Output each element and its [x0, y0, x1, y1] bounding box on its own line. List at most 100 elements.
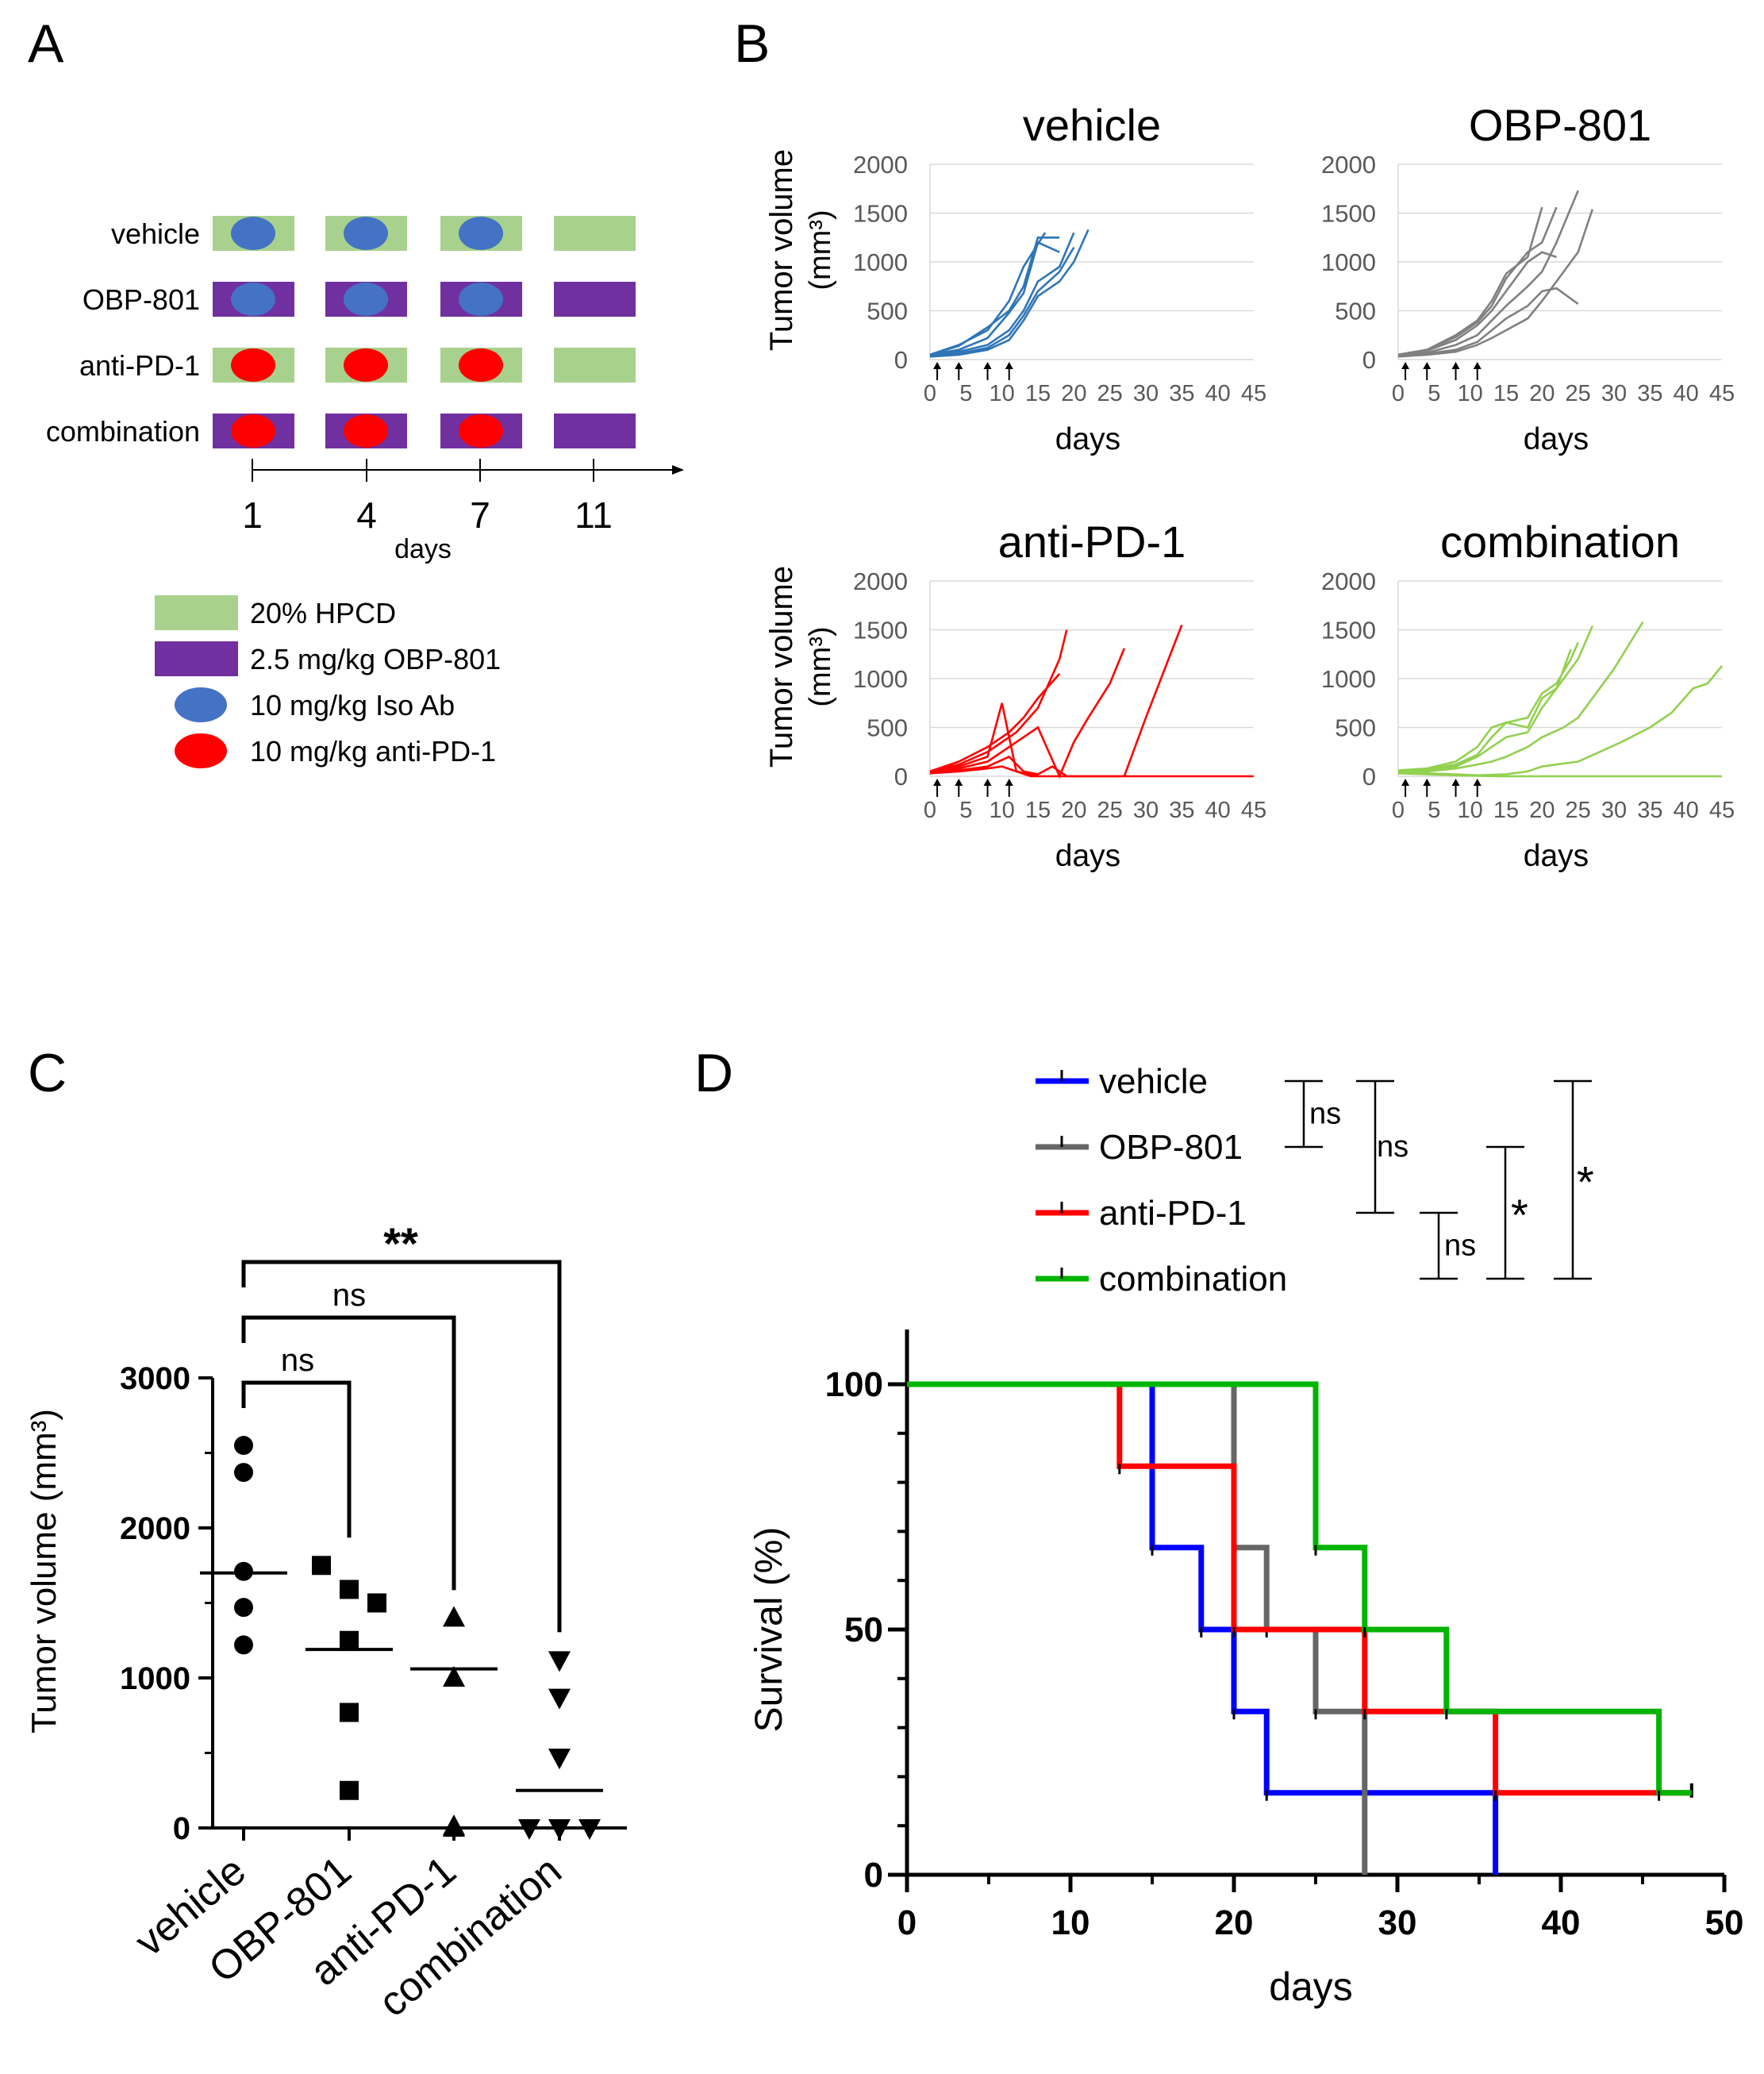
x-tick-label: 20 [1061, 381, 1086, 406]
x-tick-label: 15 [1493, 798, 1519, 823]
x-tick-label: 0 [924, 798, 936, 823]
schedule-x-axis-title: days [394, 534, 452, 564]
x-tick-label: 20 [1215, 1903, 1254, 1942]
dosing-arrow-head [933, 779, 942, 786]
legend-label: OBP-801 [1099, 1128, 1243, 1167]
x-axis-title: days [1269, 1964, 1353, 2009]
panel-label-a: A [28, 13, 64, 74]
dosing-arrow-head [1401, 362, 1410, 369]
y-axis-unit: (mm³) [804, 210, 837, 290]
legend-label: 10 mg/kg anti-PD-1 [250, 735, 496, 768]
x-tick-label: 45 [1709, 381, 1735, 406]
x-tick-label: 0 [897, 1903, 917, 1942]
x-tick-label: 20 [1529, 798, 1555, 823]
x-tick-label: 30 [1133, 381, 1159, 406]
x-tick-label: 0 [1392, 381, 1405, 406]
data-point-vehicle [234, 1635, 253, 1655]
x-tick-label: 40 [1674, 798, 1699, 823]
y-tick-label: 0 [894, 346, 908, 374]
x-tick-label: 35 [1169, 798, 1194, 823]
panel-a-schedule: vehicle OBP-801 anti-PD-1 combination 1 4 7 11 d… [46, 216, 684, 768]
dosing-arrow-head [983, 362, 992, 369]
y-tick-label: 3000 [120, 1361, 190, 1396]
x-tick-label: 10 [1051, 1903, 1090, 1942]
schedule-dose-obp-801-day-1 [231, 283, 275, 316]
schedule-dose-anti-pd-1-day-7 [459, 348, 503, 382]
x-tick-label: 0 [1392, 798, 1405, 823]
schedule-bar-anti-pd-1-day-11 [554, 348, 636, 383]
legend-swatch-10-mg-kg-anti-pd-1 [175, 733, 227, 768]
schedule-dose-obp-801-day-7 [459, 283, 503, 316]
growth-line-vehicle-2 [929, 236, 1060, 356]
schedule-row-label: anti-PD-1 [79, 349, 200, 382]
growth-line-vehicle-5 [929, 246, 1075, 357]
schedule-dose-anti-pd-1-day-4 [344, 348, 388, 382]
data-point-obp-801 [340, 1580, 359, 1599]
legend-swatch-20-hpcd [155, 595, 238, 630]
growth-line-anti-pd-1-4 [929, 648, 1126, 779]
x-axis-title: days [1055, 839, 1120, 873]
growth-line-obp-801-2 [1397, 206, 1558, 356]
growth-line-combination-4 [1397, 621, 1644, 774]
data-point-vehicle [234, 1463, 253, 1483]
growth-line-vehicle-1 [929, 232, 1047, 356]
y-tick-label: 1000 [1321, 248, 1376, 276]
comparison-label: ns [1377, 1130, 1409, 1164]
growth-line-vehicle-6 [929, 229, 1090, 358]
x-tick-label: 40 [1205, 381, 1231, 406]
growth-line-combination-2 [1397, 641, 1579, 773]
x-tick-label: 10 [990, 381, 1015, 406]
y-tick-label: 1500 [853, 200, 908, 228]
schedule-bar-obp-801-day-11 [554, 282, 636, 317]
schedule-dose-vehicle-day-1 [231, 217, 275, 250]
survival-curve-anti-pd-1 [907, 1381, 1692, 1796]
x-tick-label: 0 [924, 381, 936, 406]
dosing-arrow-head [1423, 779, 1432, 786]
dosing-arrow-head [983, 779, 992, 786]
legend-label: 10 mg/kg Iso Ab [250, 689, 455, 721]
y-tick-label: 500 [867, 298, 908, 325]
x-tick-label: 15 [1493, 381, 1519, 406]
x-tick-label: 35 [1637, 798, 1662, 823]
x-tick-label: 45 [1241, 798, 1266, 823]
data-point-combination [548, 1651, 571, 1672]
schedule-dose-combination-day-7 [459, 414, 503, 448]
dosing-arrow-head [933, 362, 942, 369]
y-tick-label: 2000 [853, 568, 908, 595]
y-tick-label: 1500 [1321, 617, 1376, 645]
x-tick-label: 5 [959, 381, 972, 406]
data-point-combination [578, 1819, 601, 1840]
comparison-label: ns [1309, 1098, 1341, 1131]
x-tick-label: 25 [1097, 381, 1123, 406]
schedule-dose-vehicle-day-4 [344, 217, 388, 250]
y-tick-label: 2000 [120, 1511, 190, 1546]
survival-curve-combination [907, 1381, 1692, 1796]
schedule-row-label: combination [46, 415, 200, 448]
dosing-arrow-head [1473, 779, 1482, 786]
subplot-title: OBP-801 [1469, 100, 1651, 150]
y-tick-label: 1000 [120, 1661, 190, 1696]
growth-line-anti-pd-1-5 [929, 624, 1183, 778]
schedule-dose-vehicle-day-7 [459, 217, 503, 250]
dosing-arrow-head [1473, 362, 1482, 369]
y-tick-label: 1000 [853, 248, 908, 276]
significance-bracket [241, 1315, 456, 1591]
growth-line-obp-801-4 [1397, 190, 1579, 357]
x-tick-label: 35 [1637, 381, 1662, 406]
y-tick-label: 500 [1335, 298, 1376, 325]
x-tick-label: 30 [1601, 381, 1627, 406]
x-tick-label: 15 [1025, 381, 1051, 406]
y-tick-label: 1000 [1321, 665, 1376, 693]
significance-label: ns [332, 1278, 366, 1313]
data-point-anti-pd-1 [443, 1816, 465, 1837]
growth-line-anti-pd-1-2 [929, 629, 1068, 773]
x-tick-label: 30 [1133, 798, 1159, 823]
panel-label-c: C [28, 1043, 67, 1103]
growth-line-obp-801-6 [1397, 209, 1594, 358]
subplot-title: vehicle [1023, 100, 1161, 150]
y-axis-title: Tumor volume [764, 566, 799, 768]
panel-label-b: B [734, 13, 770, 74]
legend-swatch-10-mg-kg-iso-ab [175, 687, 227, 722]
